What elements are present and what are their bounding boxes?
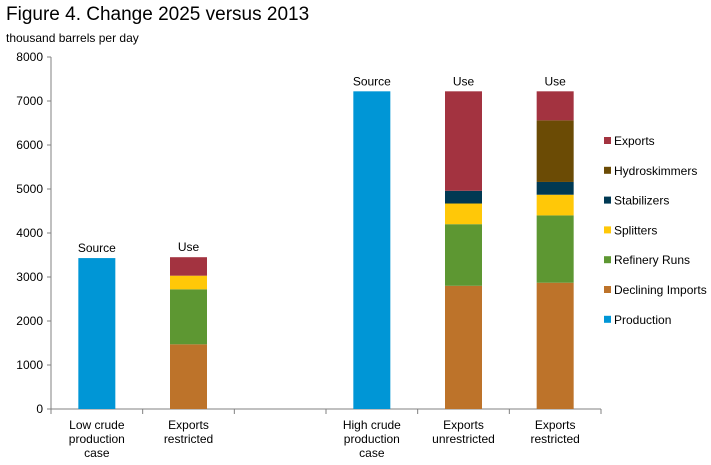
chart-title: Figure 4. Change 2025 versus 2013: [6, 4, 310, 25]
x-tick-label: High crude: [343, 418, 401, 432]
y-tick-label: 0: [36, 402, 43, 416]
x-tick-label: production: [69, 432, 125, 446]
bar-segment-refinery-runs: [170, 289, 207, 345]
legend-swatch: [604, 256, 611, 264]
y-tick-label: 5000: [16, 182, 43, 196]
bar-segment-exports: [445, 91, 482, 191]
legend-swatch: [604, 166, 611, 174]
x-tick-label: restricted: [530, 432, 579, 446]
bar-top-label: Source: [353, 74, 391, 88]
bar-segment-declining-imports: [170, 344, 207, 409]
bar-segment-splitters: [445, 203, 482, 225]
bar-segment-hydroskimmers: [536, 120, 574, 182]
bar-segment-splitters: [170, 275, 207, 290]
bar-segment-declining-imports: [536, 282, 574, 409]
legend-swatch: [604, 196, 611, 204]
y-tick-label: 8000: [16, 50, 43, 64]
x-tick-label: case: [84, 446, 110, 460]
bar-top-label: Source: [78, 241, 116, 255]
bar-segment-declining-imports: [445, 285, 482, 409]
legend-swatch: [604, 137, 611, 144]
legend-label: Hydroskimmers: [614, 164, 697, 178]
legend-label: Stabilizers: [614, 194, 669, 208]
bar-top-label: Use: [544, 74, 566, 88]
x-tick-label: production: [344, 432, 400, 446]
bar-segment-exports: [536, 91, 574, 121]
y-tick-label: 7000: [16, 94, 43, 108]
bar-top-label: Use: [453, 74, 475, 88]
x-tick-label: Exports: [168, 418, 209, 432]
legend-swatch: [604, 315, 611, 323]
legend-label: Production: [614, 313, 671, 327]
legend-label: Refinery Runs: [614, 253, 690, 267]
chart-subtitle: thousand barrels per day: [6, 31, 139, 45]
x-tick-label: restricted: [164, 432, 213, 446]
y-tick-label: 2000: [16, 314, 43, 328]
bar-segment-refinery-runs: [445, 224, 482, 286]
bar-segment-production: [78, 258, 116, 409]
bar-segment-stabilizers: [445, 190, 482, 204]
legend-swatch: [604, 286, 611, 293]
legend-swatch: [604, 226, 611, 234]
x-tick-label: Low crude: [69, 418, 125, 432]
bar-segment-production: [353, 91, 391, 409]
x-tick-label: unrestricted: [432, 432, 495, 446]
bar-segment-stabilizers: [536, 181, 574, 195]
bar-top-label: Use: [178, 240, 200, 254]
legend-label: Exports: [614, 134, 655, 148]
y-tick-label: 6000: [16, 138, 43, 152]
bar-segment-refinery-runs: [536, 215, 574, 283]
x-tick-label: Exports: [535, 418, 576, 432]
y-tick-label: 4000: [16, 226, 43, 240]
bar-segment-exports: [170, 257, 207, 276]
legend-label: Splitters: [614, 223, 657, 237]
x-tick-label: case: [359, 446, 385, 460]
y-tick-label: 3000: [16, 270, 43, 284]
x-tick-label: Exports: [443, 418, 484, 432]
bar-segment-splitters: [536, 194, 574, 216]
y-tick-label: 1000: [16, 358, 43, 372]
legend-label: Declining Imports: [614, 283, 707, 297]
